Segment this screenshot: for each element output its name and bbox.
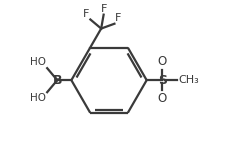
Text: F: F [101,4,107,14]
Text: B: B [53,74,62,87]
Text: CH₃: CH₃ [179,75,199,85]
Text: F: F [83,9,90,19]
Text: HO: HO [30,57,46,67]
Text: F: F [115,13,122,23]
Text: O: O [158,55,167,68]
Text: S: S [158,74,167,87]
Text: O: O [158,92,167,105]
Text: HO: HO [30,93,46,103]
